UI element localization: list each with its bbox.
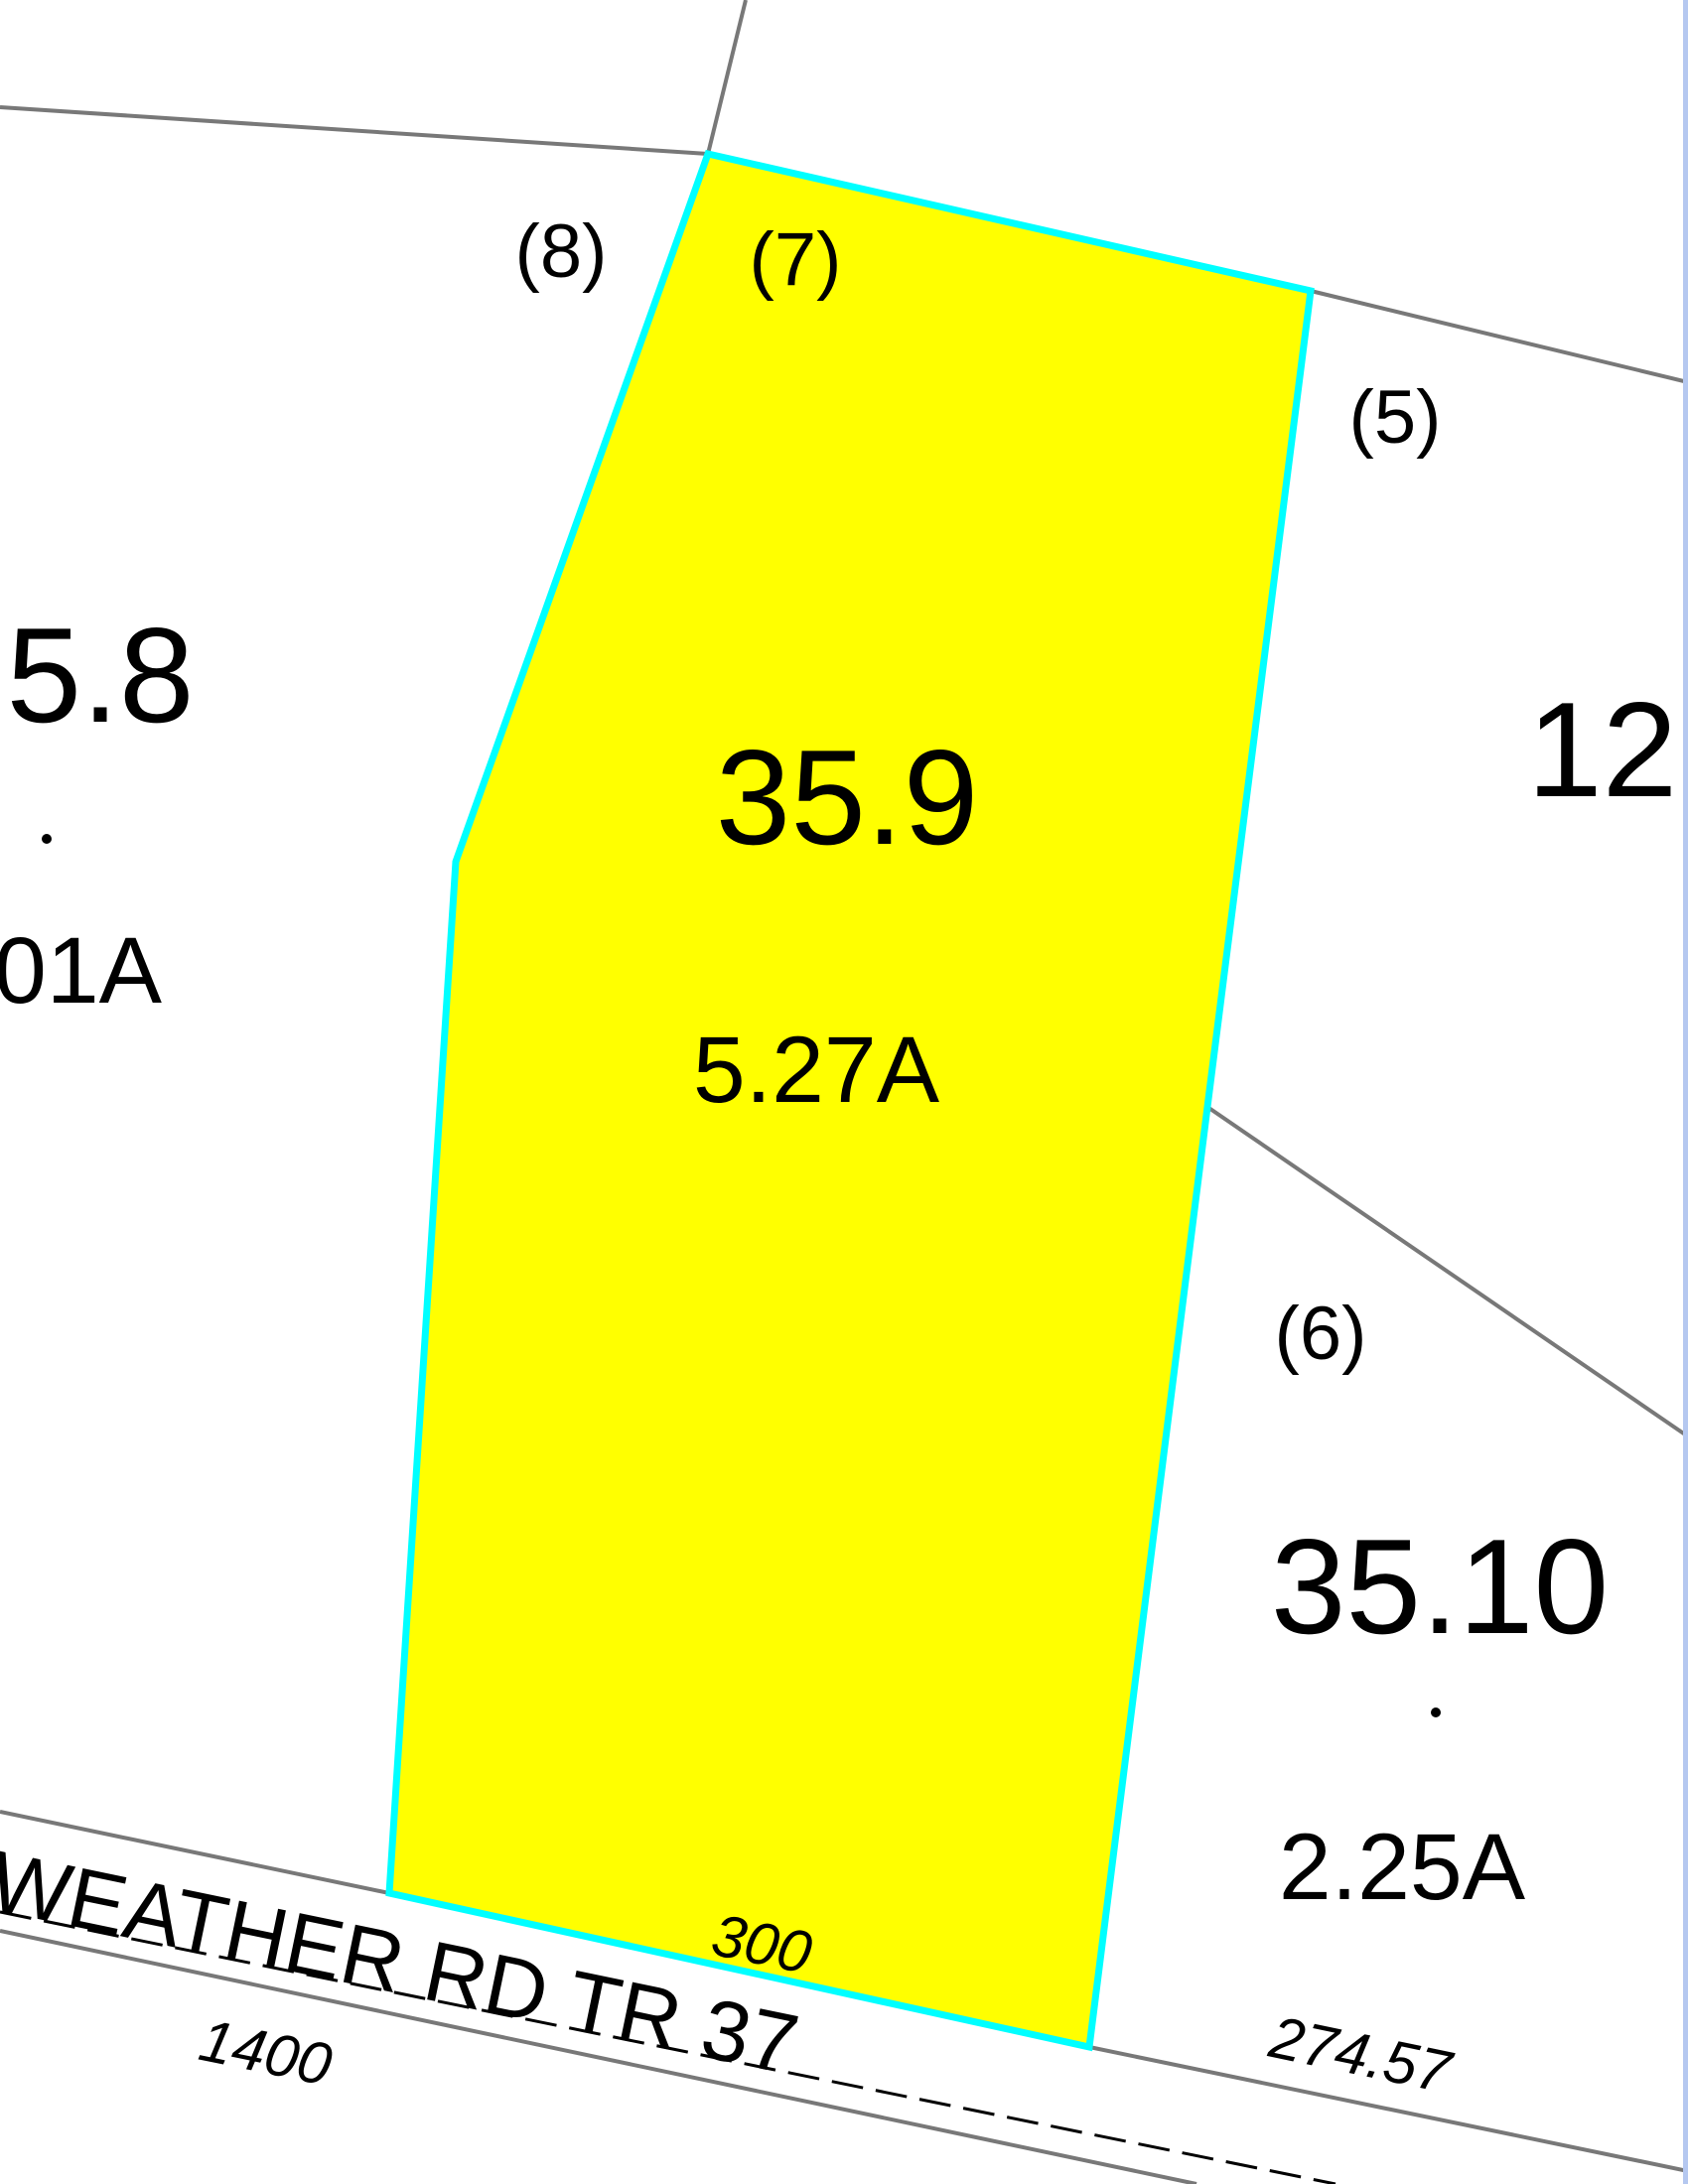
parcel-number-right-bottom: 35.10 bbox=[1271, 1511, 1609, 1662]
road-edge-top-right bbox=[1088, 2045, 1688, 2173]
highlighted-parcel-polygon[interactable] bbox=[385, 149, 1315, 2052]
parcel-number-right-top: 12. bbox=[1527, 674, 1688, 825]
parcel-number-highlighted: 35.9 bbox=[716, 722, 979, 873]
boundary-line-northwest bbox=[0, 105, 709, 156]
lot-label-7: (7) bbox=[750, 217, 842, 302]
road-edge-bottom bbox=[0, 1929, 1197, 2184]
acreage-label-left: 01A bbox=[0, 918, 163, 1024]
lot-label-6: (6) bbox=[1275, 1292, 1367, 1376]
road-edge-top-left bbox=[0, 1810, 390, 1895]
boundary-line-northeast bbox=[1310, 289, 1688, 384]
parcel-centroid-dot-left bbox=[42, 834, 52, 844]
acreage-label-right-bottom: 2.25A bbox=[1279, 1815, 1526, 1920]
boundary-line-east bbox=[1205, 1105, 1688, 1438]
dimension-1400: 1400 bbox=[194, 2006, 337, 2099]
lot-label-8: (8) bbox=[515, 209, 608, 294]
parcel-number-left: 5.8 bbox=[6, 600, 194, 751]
parcel-centroid-dot-right bbox=[1431, 1707, 1441, 1717]
acreage-label-highlighted: 5.27A bbox=[693, 1018, 940, 1123]
map-right-border-strip bbox=[1683, 0, 1688, 2184]
lot-label-5: (5) bbox=[1349, 375, 1442, 460]
boundary-line-north bbox=[706, 0, 748, 155]
road-centerline bbox=[0, 1910, 1336, 2184]
